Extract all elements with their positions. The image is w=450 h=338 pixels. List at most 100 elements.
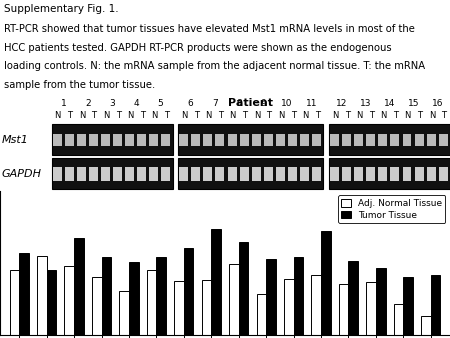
Text: 3: 3 — [109, 99, 115, 108]
Bar — [89, 134, 98, 146]
Bar — [300, 167, 309, 180]
Bar — [179, 167, 188, 180]
Bar — [293, 257, 303, 335]
Text: N: N — [302, 111, 308, 120]
Text: 7: 7 — [212, 99, 217, 108]
Bar — [238, 242, 248, 335]
Text: 13: 13 — [360, 99, 371, 108]
Bar — [329, 158, 450, 189]
Bar — [403, 134, 411, 146]
Text: N: N — [54, 111, 61, 120]
Bar — [439, 167, 448, 180]
Bar — [421, 316, 431, 335]
Bar — [129, 262, 139, 335]
Bar — [19, 254, 29, 335]
Bar — [37, 256, 47, 335]
Bar — [403, 167, 411, 180]
Text: N: N — [356, 111, 363, 120]
Bar — [125, 134, 134, 146]
Text: 1: 1 — [61, 99, 67, 108]
Text: GAPDH: GAPDH — [2, 169, 42, 179]
Text: T: T — [417, 111, 422, 120]
Bar — [65, 167, 74, 180]
Bar — [366, 167, 375, 180]
Bar — [342, 167, 351, 180]
Bar — [252, 167, 261, 180]
Text: T: T — [243, 111, 248, 120]
Bar — [101, 167, 110, 180]
Text: T: T — [116, 111, 121, 120]
Text: 12: 12 — [336, 99, 347, 108]
Text: T: T — [291, 111, 296, 120]
Bar — [330, 167, 339, 180]
Bar — [178, 124, 324, 155]
Bar — [178, 158, 324, 189]
Bar — [228, 167, 237, 180]
Bar — [149, 167, 158, 180]
Text: N: N — [205, 111, 212, 120]
Bar — [149, 134, 158, 146]
Bar — [64, 266, 74, 335]
Bar — [414, 167, 423, 180]
Bar — [240, 167, 248, 180]
Text: 11: 11 — [306, 99, 317, 108]
Text: 5: 5 — [158, 99, 163, 108]
Bar — [354, 167, 363, 180]
Bar — [339, 284, 348, 335]
Bar — [202, 280, 211, 335]
Bar — [184, 248, 194, 335]
Bar — [92, 277, 102, 335]
Bar — [414, 134, 423, 146]
Bar — [391, 167, 400, 180]
Bar — [264, 134, 273, 146]
Text: 9: 9 — [260, 99, 266, 108]
Bar — [53, 167, 62, 180]
Text: T: T — [266, 111, 271, 120]
Bar — [212, 229, 221, 335]
Text: T: T — [369, 111, 374, 120]
Bar — [252, 134, 261, 146]
Bar — [53, 134, 62, 146]
Text: N: N — [230, 111, 236, 120]
Bar — [378, 134, 387, 146]
Text: 8: 8 — [236, 99, 242, 108]
Text: N: N — [127, 111, 134, 120]
Bar — [147, 270, 157, 335]
Text: T: T — [345, 111, 350, 120]
Bar — [137, 167, 146, 180]
Bar — [74, 238, 84, 335]
Bar — [47, 270, 56, 335]
Bar — [9, 270, 19, 335]
Bar — [394, 304, 403, 335]
Bar — [101, 134, 110, 146]
Text: Supplementary Fig. 1.: Supplementary Fig. 1. — [4, 4, 119, 14]
Text: T: T — [315, 111, 320, 120]
Bar — [191, 167, 200, 180]
Bar — [89, 167, 98, 180]
Text: T: T — [164, 111, 169, 120]
Text: 10: 10 — [281, 99, 293, 108]
Text: T: T — [91, 111, 97, 120]
Bar — [431, 275, 441, 335]
Bar — [300, 134, 309, 146]
Legend: Adj. Normal Tissue, Tumor Tissue: Adj. Normal Tissue, Tumor Tissue — [338, 195, 446, 223]
Bar — [348, 261, 358, 335]
Text: N: N — [181, 111, 188, 120]
Text: 14: 14 — [384, 99, 395, 108]
Bar — [330, 134, 339, 146]
Text: N: N — [254, 111, 260, 120]
Bar — [276, 167, 285, 180]
Text: sample from the tumor tissue.: sample from the tumor tissue. — [4, 79, 156, 90]
Bar — [113, 167, 122, 180]
Bar — [288, 134, 297, 146]
Text: HCC patients tested. GAPDH RT-PCR products were shown as the endogenous: HCC patients tested. GAPDH RT-PCR produc… — [4, 43, 392, 53]
Bar — [366, 134, 375, 146]
Bar — [427, 134, 436, 146]
Text: T: T — [393, 111, 398, 120]
Text: N: N — [278, 111, 284, 120]
Bar — [240, 134, 248, 146]
Text: 15: 15 — [408, 99, 419, 108]
Bar — [276, 134, 285, 146]
Bar — [179, 134, 188, 146]
Bar — [77, 167, 86, 180]
